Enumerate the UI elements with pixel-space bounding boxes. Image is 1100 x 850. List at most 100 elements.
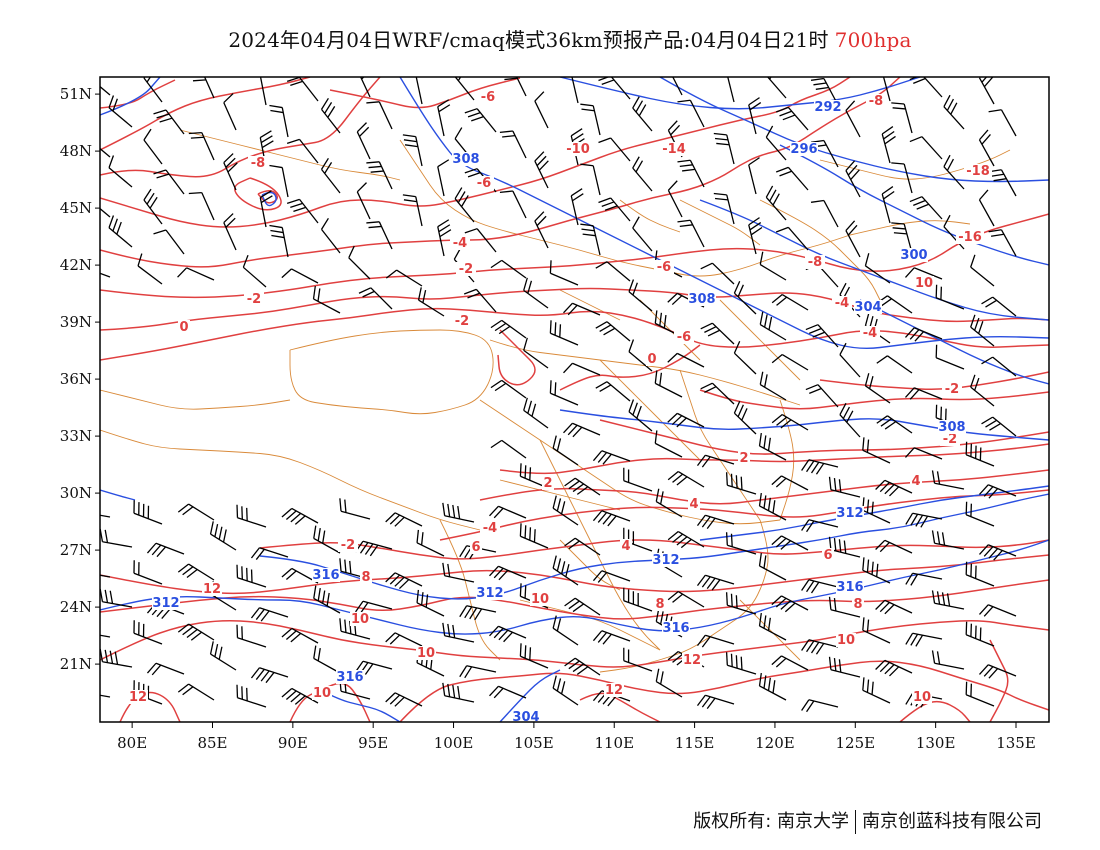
wind-barb [765,185,787,221]
wind-barb [981,356,1017,377]
wind-barb [100,147,111,158]
wind-barb [696,454,735,468]
temperature-label: 12 [129,690,147,705]
isotherm-line [329,77,521,109]
wind-barb [209,641,237,671]
contour-labels: -8 -6 -10 -14 -8 -6 -18 -4 -16 -2 -6 -8 -2 -4 10 -6 0 -4 0… [128,90,992,725]
wind-barb [904,267,943,280]
wind-barb [534,211,549,249]
wind-barb [313,585,341,614]
wind-barb [758,552,787,581]
wind-barb [250,667,289,684]
wind-barb [313,645,341,674]
height-label: 308 [688,292,715,307]
lat-label: 33N [60,427,92,445]
map-frame [99,76,1050,723]
wind-barb [523,277,549,309]
temperature-label: -14 [662,142,686,157]
wind-barb [442,562,475,583]
wind-barb [417,287,445,317]
wind-barb [628,279,653,312]
wind-barb [801,699,839,713]
wind-barb [313,525,341,554]
wind-barb [725,472,757,495]
wind-barb [891,162,913,194]
lon-label: 90E [278,734,308,752]
wind-barb [931,470,965,490]
wind-barb [564,597,601,616]
wind-barb [935,344,965,370]
wind-barb [595,321,631,342]
wind-barb [250,607,289,622]
wind-barb [320,97,341,134]
temperature-label: 4 [689,497,698,512]
wind-barb [881,126,896,164]
wind-barb [250,547,289,560]
wind-barb [549,320,579,346]
wind-barb [845,160,861,198]
isotherm-line [439,489,1049,541]
temperature-label: 2 [543,476,552,491]
wind-barb [523,397,549,429]
wind-barb [358,287,393,310]
wind-barb [981,296,1017,317]
wind-barb [223,153,238,191]
wind-barb [595,261,631,282]
wind-barb [700,262,735,285]
wind-barb [881,186,895,224]
wind-barb [269,164,289,198]
wind-barb [862,437,891,464]
wind-barb [713,132,735,165]
wind-barb [654,430,683,458]
border-line [719,299,801,381]
wind-barb [965,681,995,707]
wind-barb [943,94,965,130]
wind-barb [281,507,319,525]
wind-barb [454,77,475,101]
height-label: 316 [836,580,863,595]
temperature-label: -2 [945,382,959,397]
wind-barb [667,590,705,608]
border-line [289,329,494,415]
border-line [179,129,401,181]
height-label: 316 [336,670,363,685]
wind-barb [100,207,111,218]
wind-barb [437,159,450,197]
wind-barb [876,355,913,374]
axis-ticks: 51N 48N 45N 42N 39N 36N 33N 30N 27N 24N 21N 80E 85E 9… [60,85,1036,752]
copyright-footer: 版权所有: 南京大学 南京创蓝科技有限公司 [693,807,1042,834]
isotherm-line [100,213,1049,299]
lat-label: 51N [60,85,92,103]
wind-barb [875,479,913,497]
height-label: 308 [452,152,479,167]
wind-barb [965,621,995,647]
wind-barb [700,322,735,345]
wind-barb [286,77,319,102]
temperature-label: -8 [869,94,883,109]
lon-label: 100E [434,734,474,752]
wind-barb [725,532,757,555]
wind-barb [771,595,809,613]
wind-barb [580,103,601,136]
wind-barb [775,106,809,131]
temperature-label: 8 [361,570,370,585]
wind-barb [416,529,445,557]
wind-barb [623,587,653,612]
wind-barb [489,565,527,581]
height-label: 292 [814,100,841,115]
wind-barb [759,311,787,341]
wind-barb [242,254,267,288]
wind-barb [801,639,839,655]
wind-barb [100,85,111,96]
wind-barb [801,459,839,475]
temperature-label: -6 [677,330,691,345]
wind-barb [269,224,289,258]
wind-barb [810,199,839,228]
wind-barb [269,104,289,138]
wind-barb [875,599,913,615]
wind-barb [549,380,579,406]
isotherm-line [259,539,1049,560]
height-label: 312 [652,553,679,568]
height-label: 304 [512,710,539,725]
wind-barb [549,260,579,286]
